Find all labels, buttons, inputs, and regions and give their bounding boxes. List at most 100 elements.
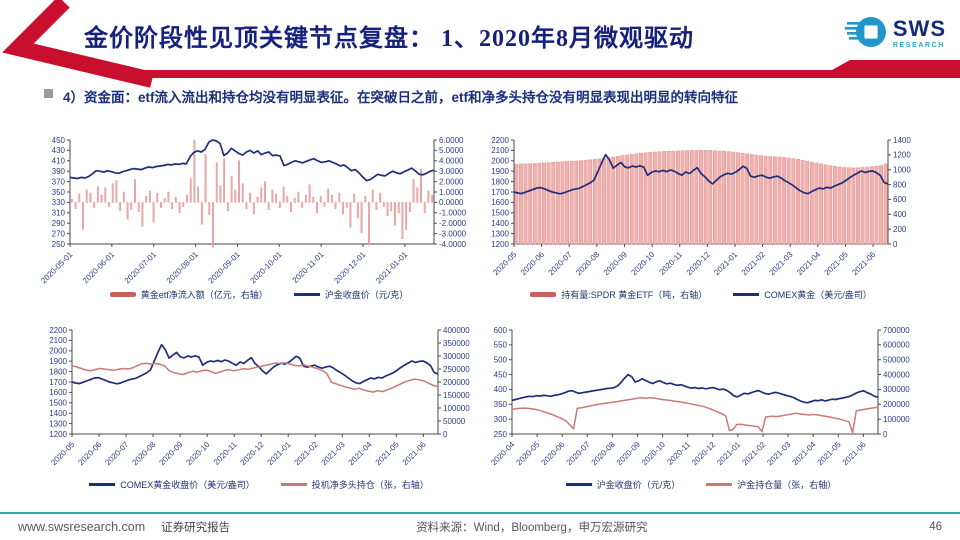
svg-text:1200: 1200 [491,240,509,249]
svg-text:350: 350 [52,188,66,197]
chart-legend: 沪金收盘价（元/克） 沪金持仓量（张，右轴） [482,478,920,491]
svg-text:2020-06: 2020-06 [76,440,104,468]
legend-label: 沪金收盘价（元/克） [324,290,409,300]
legend-item: 沪金持仓量（张，右轴） [706,478,836,491]
svg-text:2020-06: 2020-06 [519,250,547,278]
svg-text:2021-03: 2021-03 [767,250,795,278]
svg-text:350000: 350000 [443,339,470,348]
svg-text:2100: 2100 [491,146,509,155]
svg-text:410: 410 [52,157,66,166]
svg-text:-2.0000: -2.0000 [439,219,467,228]
svg-text:2021-02: 2021-02 [740,250,768,278]
svg-text:500000: 500000 [883,356,910,365]
legend-label: 持有量:SPDR 黄金ETF（吨，右轴） [561,290,708,300]
svg-text:400000: 400000 [883,370,910,379]
svg-text:350: 350 [494,400,508,409]
svg-text:2020-10-01: 2020-10-01 [248,250,284,286]
legend-label: 投机净多头持仓（张，右轴） [311,480,429,490]
legend-item: COMEX黄金收盘价（美元/盎司） [89,478,255,491]
chart-legend: 持有量:SPDR 黄金ETF（吨，右轴） COMEX黄金（美元/盎司） [482,288,920,301]
legend-line-swatch-icon [565,483,592,486]
logo-subtext: RESEARCH [892,41,945,49]
svg-text:2200: 2200 [491,136,509,145]
svg-text:2020-05: 2020-05 [514,440,542,468]
red-chevron-decoration [2,0,960,88]
svg-text:2021-06: 2021-06 [850,250,878,278]
svg-text:150000: 150000 [443,391,470,400]
chart-legend: 黄金etf净流入额（亿元，右轴） 沪金收盘价（元/克） [40,288,478,301]
svg-text:800: 800 [893,180,907,189]
svg-text:1.0000: 1.0000 [439,188,464,197]
svg-text:1900: 1900 [491,167,509,176]
svg-text:0: 0 [883,430,888,439]
svg-text:300000: 300000 [883,385,910,394]
sws-logo-icon [844,17,886,47]
svg-text:4.0000: 4.0000 [439,157,464,166]
svg-text:5.0000: 5.0000 [439,146,464,155]
svg-text:600: 600 [893,195,907,204]
footer: www.swsresearch.com 证券研究报告 资料来源：Wind，Blo… [0,512,960,540]
svg-text:2020-12: 2020-12 [238,440,266,468]
footer-site-link[interactable]: www.swsresearch.com [18,520,146,534]
svg-text:2020-12: 2020-12 [690,440,718,468]
legend-line-swatch-icon [89,483,116,486]
legend-item: 黄金etf净流入额（亿元，右轴） [109,288,268,301]
svg-text:2020-08: 2020-08 [574,250,602,278]
svg-text:2100: 2100 [49,336,67,345]
svg-text:2020-06: 2020-06 [539,440,567,468]
sws-logo: SWS RESEARCH [844,12,946,54]
svg-text:0.0000: 0.0000 [439,198,464,207]
svg-text:2020-09-01: 2020-09-01 [207,250,243,286]
svg-text:2000: 2000 [491,157,509,166]
svg-text:2021-02: 2021-02 [293,440,321,468]
subtitle-text: 4）资金面：etf流入流出和持仓均没有明显表征。在突破日之前，etf和净多头持仓… [63,90,739,105]
svg-text:2021-03: 2021-03 [765,440,793,468]
svg-text:400: 400 [893,210,907,219]
svg-text:600: 600 [494,326,508,335]
charts-grid: 250 270 290 310 330 350 370 390 410 430 450 -4.0000… [0,126,960,508]
svg-text:1700: 1700 [49,378,67,387]
logo-text: SWS [892,15,946,41]
svg-text:2020-04: 2020-04 [489,440,517,468]
svg-text:2020-11: 2020-11 [657,250,684,277]
svg-text:700000: 700000 [883,326,910,335]
svg-text:1700: 1700 [491,188,509,197]
svg-text:2021-01: 2021-01 [715,440,743,468]
legend-line-swatch-icon [280,483,307,486]
svg-text:2021-06: 2021-06 [401,440,429,468]
svg-text:300000: 300000 [443,352,470,361]
svg-text:400: 400 [494,385,508,394]
svg-text:2020-05: 2020-05 [49,440,77,468]
svg-text:2020-07-01: 2020-07-01 [123,250,159,286]
bullet-square-icon [44,89,53,98]
red-band-step [832,60,960,70]
svg-text:2020-05-01: 2020-05-01 [40,250,75,286]
svg-text:1000: 1000 [893,166,911,175]
svg-text:2021-01: 2021-01 [266,440,294,468]
svg-text:2020-11: 2020-11 [665,440,692,467]
svg-text:2021-01: 2021-01 [712,250,740,278]
svg-text:1800: 1800 [491,177,509,186]
svg-text:1200: 1200 [49,430,67,439]
svg-text:370: 370 [52,177,66,186]
chart-comex-spec-netlong: 1200 1300 1400 1500 1600 1700 1800 1900 2000 2100… [40,322,478,506]
svg-text:2020-11-01: 2020-11-01 [291,250,326,285]
svg-text:50000: 50000 [443,417,466,426]
svg-text:1900: 1900 [49,357,67,366]
svg-text:450: 450 [52,136,66,145]
svg-text:1300: 1300 [49,419,67,428]
svg-text:2020-06-01: 2020-06-01 [81,250,117,286]
svg-text:200: 200 [893,225,907,234]
svg-text:100000: 100000 [443,404,470,413]
legend-item: 持有量:SPDR 黄金ETF（吨，右轴） [530,288,707,301]
svg-text:2021-04: 2021-04 [790,440,818,468]
svg-text:250: 250 [494,430,508,439]
svg-text:500: 500 [494,356,508,365]
legend-line-swatch-icon [293,293,320,296]
svg-text:2021-04: 2021-04 [795,250,823,278]
svg-text:1400: 1400 [49,409,67,418]
legend-line-swatch-icon [733,293,760,296]
svg-text:2020-08: 2020-08 [130,440,158,468]
svg-text:2020-09: 2020-09 [602,250,630,278]
